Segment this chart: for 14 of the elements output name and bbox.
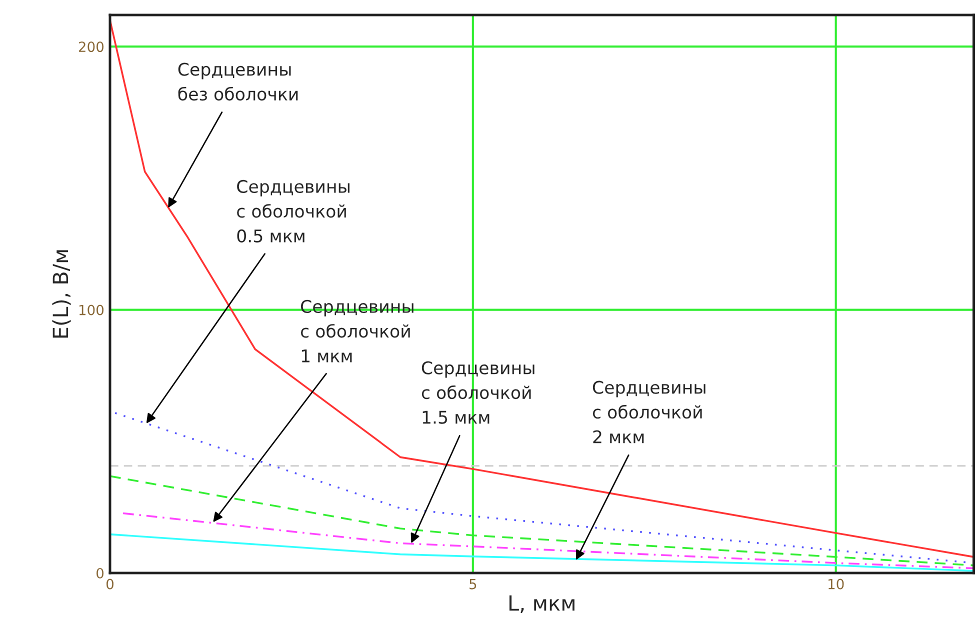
x-axis-title: L, мкм: [509, 595, 574, 614]
x-tick-label: 0: [106, 578, 114, 590]
line-series: [122, 512, 974, 570]
line-series: [110, 19, 974, 558]
line-series: [110, 533, 974, 572]
y-axis-title: E(L), В/м: [52, 250, 71, 338]
annotation: Сердцевины с оболочкой 2 мкм: [592, 380, 706, 444]
annotation: Сердцевины с оболочкой 0.5 мкм: [237, 180, 350, 242]
annotation: Сердцевины без оболочки: [178, 62, 298, 101]
y-tick-label: 200: [78, 42, 104, 52]
x-tick-label: 5: [470, 578, 476, 590]
y-tick-label: 0: [96, 568, 104, 578]
y-tick-label: 100: [79, 304, 104, 316]
x-tick-label: 10: [828, 578, 844, 590]
